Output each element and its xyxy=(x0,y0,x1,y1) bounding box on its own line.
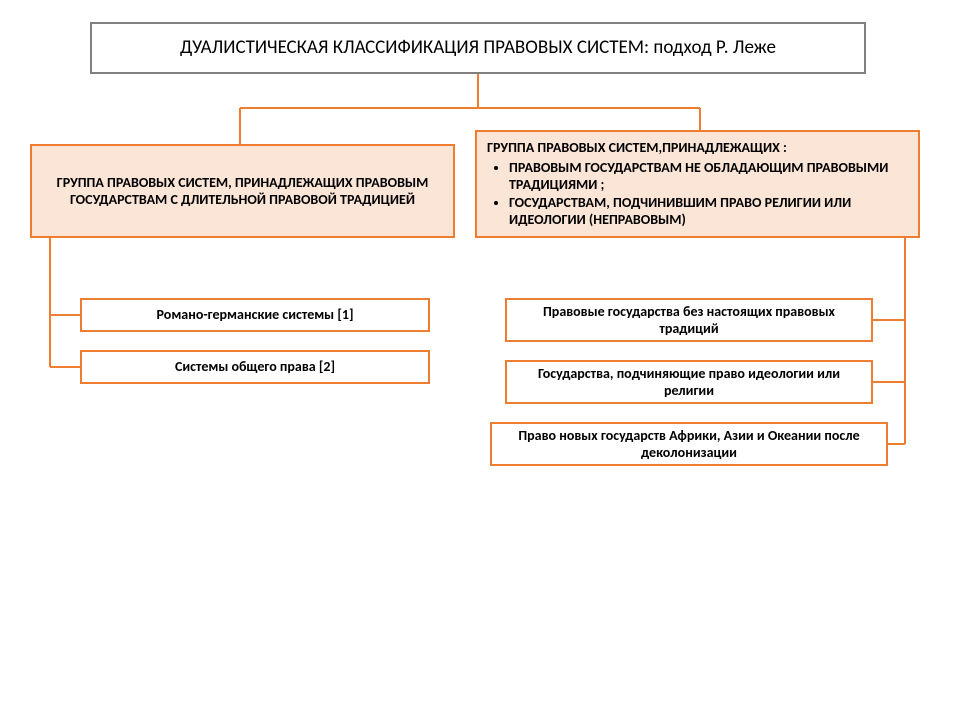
leaf-box: Государства, подчиняющие право идеологии… xyxy=(505,360,873,404)
group-heading: ГРУППА ПРАВОВЫХ СИСТЕМ,ПРИНАДЛЕЖАЩИХ : xyxy=(487,139,908,157)
group-bullet: ПРАВОВЫМ ГОСУДАРСТВАМ НЕ ОБЛАДАЮЩИМ ПРАВ… xyxy=(509,159,908,194)
title-box: ДУАЛИСТИЧЕСКАЯ КЛАССИФИКАЦИЯ ПРАВОВЫХ СИ… xyxy=(90,22,866,74)
leaf-text: Романо-германские системы [1] xyxy=(156,306,353,324)
leaf-box: Правовые государства без настоящих право… xyxy=(505,298,873,342)
group-bullet-list: ПРАВОВЫМ ГОСУДАРСТВАМ НЕ ОБЛАДАЮЩИМ ПРАВ… xyxy=(487,159,908,229)
group-bullet: ГОСУДАРСТВАМ, ПОДЧИНИВШИМ ПРАВО РЕЛИГИИ … xyxy=(509,194,908,229)
group-box-left: ГРУППА ПРАВОВЫХ СИСТЕМ, ПРИНАДЛЕЖАЩИХ ПР… xyxy=(30,144,455,238)
leaf-box: Романо-германские системы [1] xyxy=(80,298,430,332)
group-text: ГРУППА ПРАВОВЫХ СИСТЕМ, ПРИНАДЛЕЖАЩИХ ПР… xyxy=(42,174,443,209)
leaf-text: Системы общего права [2] xyxy=(175,358,335,376)
title-text: ДУАЛИСТИЧЕСКАЯ КЛАССИФИКАЦИЯ ПРАВОВЫХ СИ… xyxy=(180,36,776,60)
leaf-text: Правовые государства без настоящих право… xyxy=(517,303,861,338)
leaf-box: Системы общего права [2] xyxy=(80,350,430,384)
leaf-text: Право новых государств Африки, Азии и Ок… xyxy=(502,427,876,462)
leaf-box: Право новых государств Африки, Азии и Ок… xyxy=(490,422,888,466)
group-box-right: ГРУППА ПРАВОВЫХ СИСТЕМ,ПРИНАДЛЕЖАЩИХ : ПР… xyxy=(475,130,920,238)
leaf-text: Государства, подчиняющие право идеологии… xyxy=(517,365,861,400)
